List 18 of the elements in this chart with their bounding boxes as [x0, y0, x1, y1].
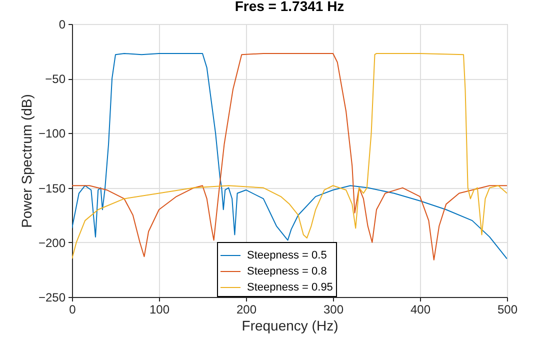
y-tick-label: −200 [38, 236, 66, 250]
x-axis-title: Frequency (Hz) [242, 318, 338, 334]
legend-label: Steepness = 0.8 [247, 266, 327, 278]
y-axis-title: Power Spectrum (dB) [18, 94, 34, 228]
x-tick-label: 300 [323, 302, 344, 316]
legend-label: Steepness = 0.5 [247, 250, 327, 262]
x-tick-label: 100 [149, 302, 170, 316]
chart-title: Fres = 1.7341 Hz [234, 0, 344, 14]
y-tick-label: −50 [45, 72, 66, 86]
x-tick-label: 500 [497, 302, 518, 316]
y-tick-label: 0 [58, 18, 66, 32]
y-tick-label: −100 [38, 126, 66, 141]
x-tick-label: 0 [69, 302, 76, 316]
y-tick-label: −250 [38, 290, 66, 304]
legend-label: Steepness = 0.95 [247, 282, 333, 294]
y-tick-label: −150 [38, 181, 66, 196]
x-tick-label: 200 [236, 302, 257, 316]
x-tick-label: 400 [410, 302, 431, 316]
